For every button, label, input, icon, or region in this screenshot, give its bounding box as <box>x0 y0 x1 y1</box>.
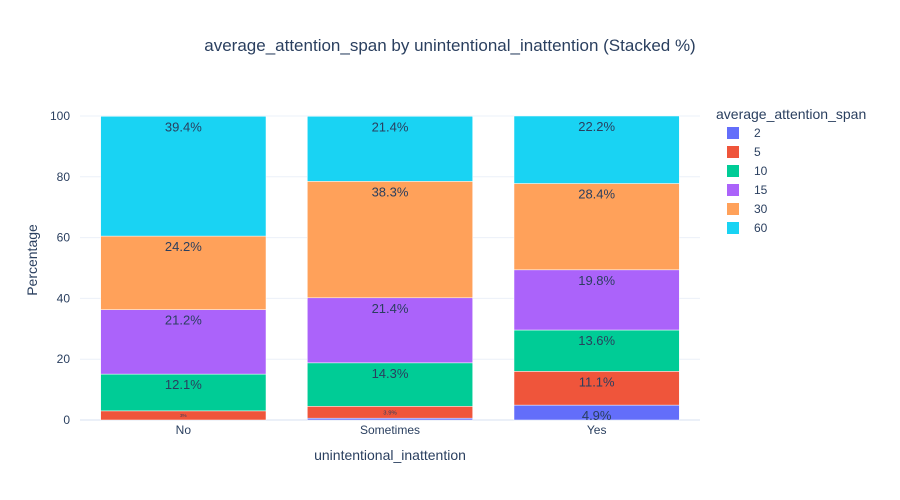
bar-data-label: 21.2% <box>165 313 202 328</box>
legend-swatch <box>727 146 739 158</box>
bar-segment <box>100 373 267 412</box>
bar-data-label: 38.3% <box>372 184 409 199</box>
legend-swatch <box>727 184 739 196</box>
legend-title: average_attention_span <box>716 106 866 122</box>
legend-label: 5 <box>754 145 761 159</box>
bar-segment <box>307 297 473 364</box>
x-tick-label: No <box>176 423 192 437</box>
bar-segment <box>513 371 680 406</box>
bar-data-label: 12.1% <box>165 377 202 392</box>
legend-label: 15 <box>754 183 768 197</box>
y-tick-label: 20 <box>57 352 71 366</box>
y-tick-label: 80 <box>57 170 71 184</box>
legend-label: 30 <box>754 202 768 216</box>
x-tick-label: Yes <box>587 423 607 437</box>
bar-segment <box>307 181 473 299</box>
legend-swatch <box>727 165 739 177</box>
bar-segment <box>100 309 267 375</box>
bar-segment <box>513 183 680 271</box>
legend-swatch <box>727 127 739 139</box>
y-tick-label: 40 <box>57 291 71 305</box>
legend-label: 2 <box>754 126 761 140</box>
bar-data-label: 22.2% <box>578 119 615 134</box>
legend-label: 10 <box>754 164 768 178</box>
bars <box>100 115 680 421</box>
x-axis-ticks: No Sometimes Yes <box>176 423 607 437</box>
bar-data-label: 3.9% <box>383 410 397 416</box>
legend-swatch <box>727 203 739 215</box>
bar-segment <box>100 116 267 237</box>
bar-segment <box>513 329 680 372</box>
bar-segment <box>307 116 473 182</box>
legend: average_attention_span 2 5 10 15 30 60 <box>716 106 866 235</box>
y-axis-title: Percentage <box>24 224 40 296</box>
bar-data-label: 14.3% <box>372 366 409 381</box>
y-tick-label: 60 <box>57 231 71 245</box>
bar-data-label: 11.1% <box>579 374 615 389</box>
bar-data-label: 24.2% <box>165 239 202 254</box>
y-tick-label: 0 <box>63 413 70 427</box>
legend-items: 2 5 10 15 30 60 <box>727 126 768 235</box>
bar-segment <box>513 115 680 184</box>
bar-data-label: 21.4% <box>372 119 409 134</box>
x-tick-label: Sometimes <box>360 423 420 437</box>
bar-segment <box>513 269 680 331</box>
chart-title: average_attention_span by unintentional_… <box>204 36 695 55</box>
legend-label: 60 <box>754 221 768 235</box>
bar-data-label: 39.4% <box>165 119 202 134</box>
bar-data-label: 3% <box>180 413 187 418</box>
bar-data-label: 13.6% <box>578 333 615 348</box>
bar-data-label: 19.8% <box>578 273 615 288</box>
y-axis-ticks: 0 20 40 60 80 100 <box>50 109 70 427</box>
bar-data-label: 21.4% <box>372 301 409 316</box>
x-axis-title: unintentional_inattention <box>314 447 466 463</box>
bar-segment <box>307 417 473 421</box>
y-tick-label: 100 <box>50 109 70 123</box>
bar-segment <box>100 235 267 310</box>
data-labels: 3% 12.1% 21.2% 24.2% 39.4% 3.9% 14.3% 21.4% 38.3… <box>165 119 616 423</box>
bar-data-label: 28.4% <box>578 186 615 201</box>
bar-segment <box>307 362 473 407</box>
bar-data-label: 4.9% <box>582 408 612 423</box>
legend-swatch <box>727 222 739 234</box>
